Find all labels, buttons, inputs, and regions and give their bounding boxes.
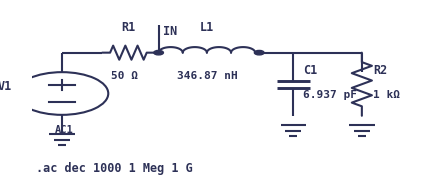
Text: C1: C1 xyxy=(303,64,317,77)
Text: R1: R1 xyxy=(121,21,135,34)
Text: AC1: AC1 xyxy=(55,125,73,135)
Text: L1: L1 xyxy=(199,21,214,34)
Text: R2: R2 xyxy=(372,64,387,77)
Circle shape xyxy=(254,50,263,55)
Text: 50 Ω: 50 Ω xyxy=(111,71,138,81)
Text: IN: IN xyxy=(163,25,177,38)
Text: 346.87 nH: 346.87 nH xyxy=(176,71,237,81)
Text: 1 kΩ: 1 kΩ xyxy=(372,90,399,100)
Circle shape xyxy=(153,50,163,55)
Text: .ac dec 1000 1 Meg 1 G: .ac dec 1000 1 Meg 1 G xyxy=(36,162,192,175)
Text: 6.937 pF: 6.937 pF xyxy=(303,90,357,100)
Text: V1: V1 xyxy=(0,80,12,93)
